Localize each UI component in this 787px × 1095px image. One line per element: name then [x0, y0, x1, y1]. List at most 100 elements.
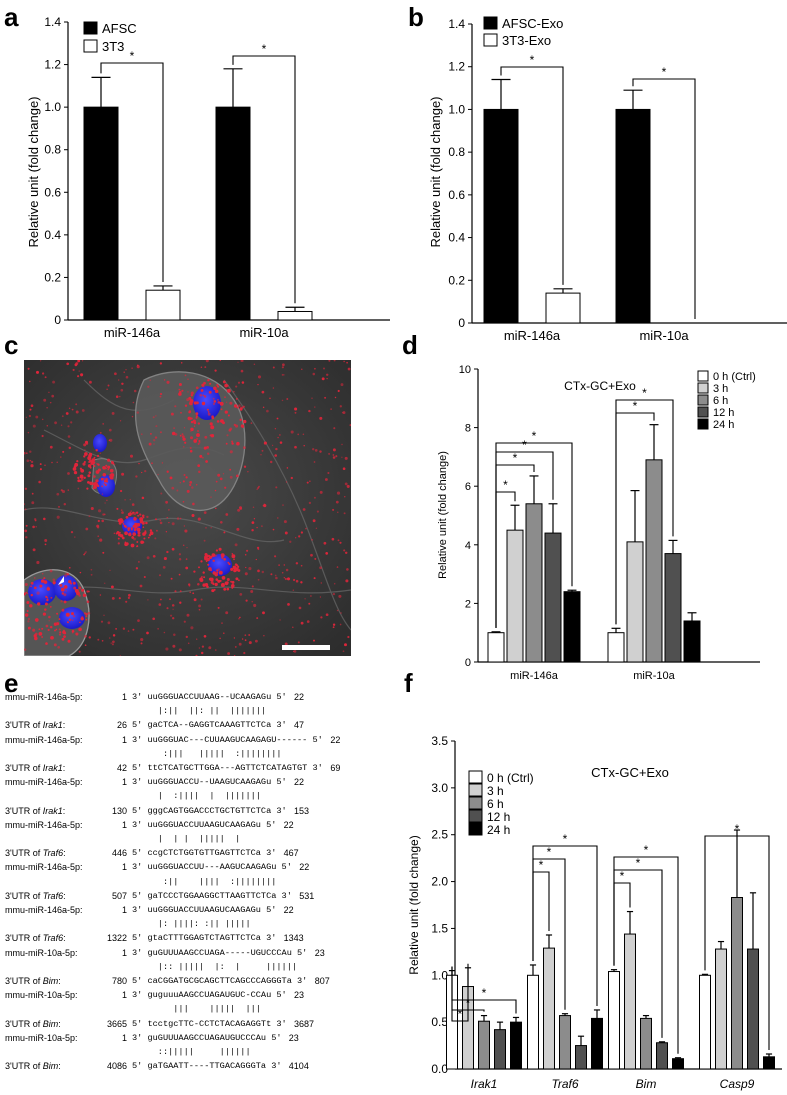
y-tick-label: 6: [465, 481, 471, 493]
y-tick-label: 0.8: [44, 143, 61, 157]
bar: [510, 1021, 522, 1070]
bar: [731, 897, 743, 1070]
y-tick-label: 1.0: [448, 102, 465, 116]
y-tick-label: 1.0: [431, 968, 448, 982]
alignment-start: 1: [121, 905, 127, 915]
significance-star: *: [458, 1007, 463, 1021]
alignment-start: 446: [111, 848, 127, 859]
category-label: Bim: [636, 1077, 657, 1091]
bar: [747, 948, 759, 1070]
panel-label-f: f: [404, 668, 413, 698]
alignment-start: 4086: [106, 1061, 127, 1072]
legend-label: 6 h: [487, 797, 504, 811]
legend-label: 24 h: [713, 419, 734, 431]
legend-swatch: [468, 809, 483, 823]
alignment-sequence: 3' guGUUUAAGCCUAGA-----UGUCCCAu 5': [132, 947, 308, 958]
alignment-end: 153: [294, 805, 310, 816]
alignment-row: 3'UTR of Irak1: 130 5' gggCAGTGGACCCTGCTGT…: [5, 806, 405, 819]
alignment-sequence: |: ||||: :|| |||||: [132, 919, 251, 930]
panel-label-a: a: [4, 2, 19, 32]
y-tick-label: 0.5: [431, 1015, 448, 1029]
alignment-pairing-row: | | | ||||| |: [5, 834, 405, 847]
category-label: miR-146a: [104, 325, 161, 340]
alignment-row: mmu-miR-10a-5p: 1 3' guGUUUAAGCCUAGA-----U…: [5, 948, 405, 961]
alignment-start: 1: [121, 1032, 127, 1043]
alignment-label: mmu-miR-10a-5p:: [5, 990, 78, 1000]
legend-swatch: [483, 16, 498, 30]
bar: [672, 1058, 684, 1070]
alignment-start: 1: [121, 947, 127, 958]
y-tick-label: 2: [465, 598, 471, 610]
alignment-sequence: 3' uuGGGUACCUUAAG--UCAAGAGu 5': [132, 692, 287, 702]
alignment-label-text: mmu-miR-146a-5p:: [5, 734, 83, 745]
legend-swatch: [468, 770, 483, 784]
bar: [559, 1015, 571, 1070]
alignment-label: 3'UTR of Irak1:: [5, 763, 65, 773]
y-tick-label: 1.4: [44, 15, 61, 29]
alignment-row: mmu-miR-146a-5p: 1 3' uuGGGUAC---CUUAAGUCA…: [5, 735, 405, 748]
alignment-sequence: |:: ||||| |: | ||||||: [132, 961, 298, 972]
alignment-sequence: 5' gaTCCCTGGAAGGCTTAAGTTCTCa 3': [132, 890, 292, 901]
legend-label: 3T3-Exo: [502, 33, 551, 48]
significance-star: *: [644, 843, 649, 857]
micrograph-image: [24, 360, 351, 656]
micrograph-drawing: [24, 360, 351, 656]
y-tick-label: 0: [54, 313, 61, 327]
legend-label: 3T3: [102, 39, 124, 54]
significance-star: *: [130, 49, 135, 63]
alignment-row: 3'UTR of Irak1: 42 5' ttCTCATGCTTGGA---AGT…: [5, 763, 405, 776]
alignment-sequence: 3' uuGGGUACCUUAAGUCAAGAGu 5': [132, 905, 277, 915]
alignment-label-text: 3'UTR of: [5, 848, 43, 859]
significance-star: *: [513, 451, 518, 465]
significance-star: *: [633, 399, 638, 413]
category-label: miR-10a: [239, 325, 289, 340]
legend-swatch: [468, 783, 483, 797]
significance-bracket: [100, 62, 164, 282]
y-tick-label: 1.0: [44, 100, 61, 114]
alignment-end: 23: [294, 990, 305, 1001]
y-tick-label: 1.4: [448, 17, 465, 31]
alignment-label-text: mmu-miR-146a-5p:: [5, 777, 83, 788]
alignment-end: 531: [299, 890, 315, 901]
panel-label-b: b: [408, 2, 424, 32]
alignment-row: mmu-miR-10a-5p: 1 3' guguuuAAGCCUAGAUGUC-C…: [5, 990, 405, 1003]
alignment-sequence: 3' guGUUUAAGCCUAGAUGUCCCAu 5': [132, 1032, 282, 1043]
alignment-end: 3687: [294, 1018, 315, 1029]
alignment-end: 22: [330, 734, 341, 745]
alignment-pairing-row: |:|| ||: || |||||||: [5, 706, 405, 719]
gene-suffix: :: [58, 976, 61, 986]
gene-suffix: :: [63, 890, 66, 901]
gene-suffix: :: [58, 1018, 61, 1029]
significance-star: *: [662, 65, 667, 79]
alignment-start: 130: [111, 805, 127, 816]
red-puncta: [24, 360, 351, 656]
gene-name: Bim: [42, 976, 59, 986]
alignment-sequence: 3' uuGGGUACCU--UAAGUCAAGAGu 5': [132, 777, 287, 788]
category-label: Casp9: [720, 1077, 755, 1091]
y-axis-label: Relative unit (fold change): [437, 451, 449, 579]
alignment-label: mmu-miR-146a-5p:: [5, 862, 83, 872]
alignment-row: 3'UTR of Bim: 4086 5' gaTGAATT----TTGACAGG…: [5, 1061, 405, 1074]
y-tick-label: 0.8: [448, 145, 465, 159]
bar: [83, 106, 119, 321]
y-tick-label: 3.5: [431, 734, 448, 748]
alignment-pairing-row: ||| ||||| |||: [5, 1004, 405, 1017]
alignment-end: 22: [283, 905, 294, 915]
alignment-row: 3'UTR of Irak1: 26 5' gaCTCA--GAGGTCAAAGTT…: [5, 720, 405, 733]
significance-star: *: [735, 822, 740, 836]
significance-star: *: [503, 478, 508, 492]
category-label: miR-10a: [633, 670, 675, 682]
alignment-start: 1: [121, 692, 127, 702]
gene-name: Bim: [42, 1061, 59, 1072]
alignment-end: 23: [288, 1032, 299, 1043]
gene-suffix: :: [62, 720, 66, 731]
alignment-sequence: :|| |||| :||||||||: [132, 876, 277, 887]
significance-star: *: [482, 986, 487, 1000]
alignment-start: 1: [121, 990, 127, 1001]
bar: [483, 108, 519, 324]
category-label: miR-146a: [504, 328, 561, 343]
alignment-sequence: ::||||| ||||||: [132, 1047, 251, 1057]
alignment-pairing-row: :||| ||||| :||||||||: [5, 749, 405, 762]
alignment-label-text: mmu-miR-146a-5p:: [5, 692, 83, 702]
